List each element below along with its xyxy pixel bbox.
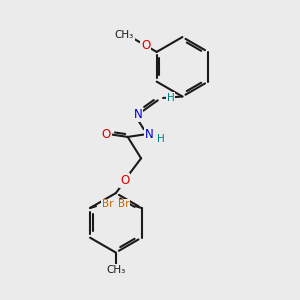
Text: H: H	[167, 93, 174, 103]
Text: N: N	[134, 108, 142, 121]
Text: H: H	[157, 134, 164, 144]
Text: O: O	[102, 128, 111, 141]
Text: N: N	[145, 128, 154, 141]
Text: O: O	[141, 39, 151, 52]
Text: O: O	[120, 174, 129, 187]
Text: CH₃: CH₃	[106, 265, 125, 275]
Text: Br: Br	[118, 200, 130, 209]
Text: Br: Br	[102, 200, 114, 209]
Text: CH₃: CH₃	[115, 30, 134, 40]
